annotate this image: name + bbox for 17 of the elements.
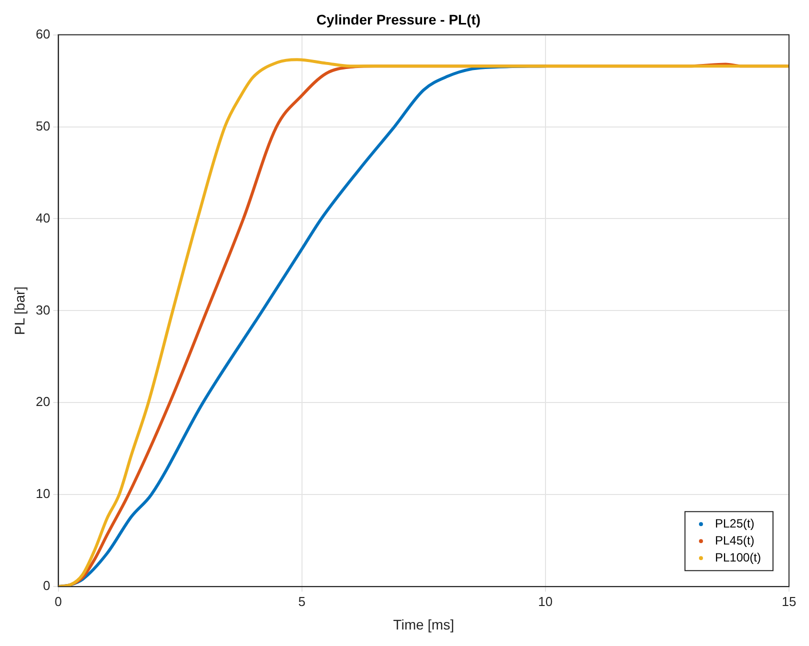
y-tick-label: 20	[36, 394, 50, 410]
y-tick-label: 0	[43, 578, 50, 594]
legend-label: PL25(t)	[714, 516, 754, 530]
x-tick-label: 15	[782, 594, 796, 609]
x-tick-label: 10	[538, 594, 553, 609]
legend-label: PL100(t)	[714, 550, 762, 564]
y-tick-label: 30	[36, 302, 50, 318]
x-tick-label: 5	[298, 594, 306, 609]
chart-title: Cylinder Pressure - PL(t)	[316, 11, 481, 28]
x-tick-label: 0	[54, 594, 62, 609]
y-tick-label: 60	[36, 26, 50, 42]
legend-label: PL45(t)	[714, 533, 754, 548]
x-axis-title: Time [ms]	[393, 616, 454, 632]
y-tick-label: 10	[36, 486, 50, 502]
y-tick-label: 40	[36, 210, 50, 226]
y-tick-label: 50	[36, 118, 50, 134]
y-axis-title: PL [bar]	[11, 286, 28, 335]
